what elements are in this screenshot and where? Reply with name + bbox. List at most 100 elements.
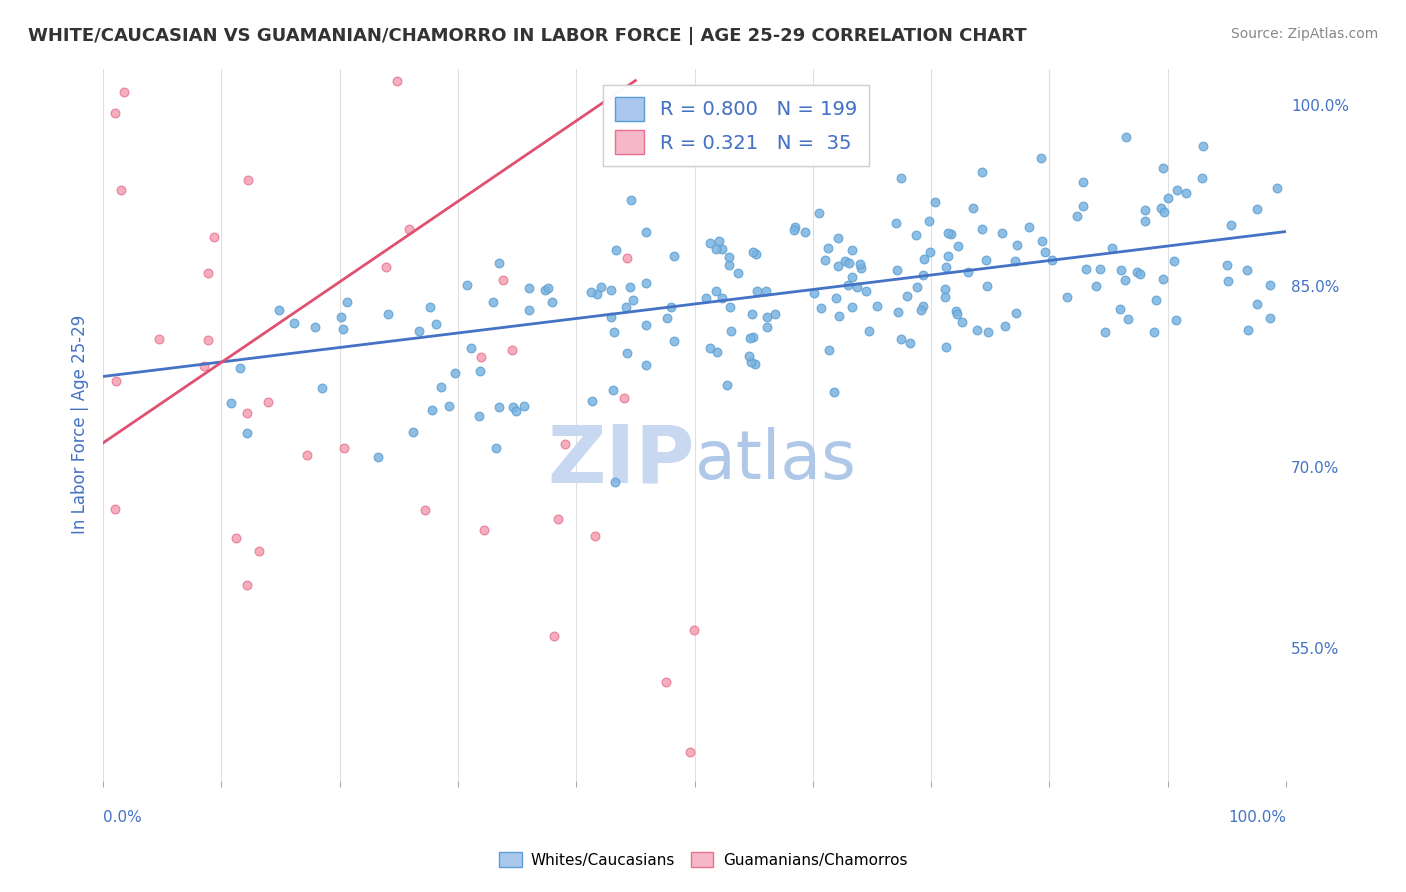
Point [336, 294, 359, 309]
Point [740, 355, 762, 369]
Point [974, 252, 997, 267]
Text: 0.0%: 0.0% [103, 810, 142, 824]
Point [425, 317, 447, 331]
Point [785, 219, 807, 234]
Point [934, 290, 956, 304]
Point [541, 294, 564, 309]
Point [634, 358, 657, 372]
Point [1101, 241, 1123, 255]
Point [219, 396, 242, 410]
Point [886, 262, 908, 277]
Point [502, 401, 524, 415]
Point [1246, 297, 1268, 311]
Point [682, 623, 704, 637]
Point [744, 358, 766, 372]
Point [1094, 326, 1116, 340]
Point [745, 246, 768, 260]
Point [470, 350, 492, 364]
Point [936, 249, 959, 263]
Point [333, 442, 356, 456]
Point [236, 173, 259, 187]
Point [841, 301, 863, 315]
Text: atlas: atlas [695, 427, 855, 493]
Point [1029, 151, 1052, 165]
Point [311, 381, 333, 395]
Point [1191, 170, 1213, 185]
Point [332, 321, 354, 335]
Point [704, 284, 727, 298]
Point [456, 277, 478, 292]
Point [460, 342, 482, 356]
Point [1115, 130, 1137, 145]
Point [699, 341, 721, 355]
Point [616, 252, 638, 266]
Point [1142, 326, 1164, 340]
Point [1144, 293, 1167, 307]
Point [517, 302, 540, 317]
Text: WHITE/CAUCASIAN VS GUAMANIAN/CHAMORRO IN LABOR FORCE | AGE 25-29 CORRELATION CHA: WHITE/CAUCASIAN VS GUAMANIAN/CHAMORRO IN… [28, 27, 1026, 45]
Point [679, 745, 702, 759]
Point [976, 278, 998, 293]
Point [756, 319, 779, 334]
Point [488, 401, 510, 415]
Point [437, 399, 460, 413]
Point [817, 241, 839, 255]
Point [945, 307, 967, 321]
Point [939, 227, 962, 241]
Point [935, 340, 957, 354]
Point [924, 195, 946, 210]
Text: ZIP: ZIP [547, 421, 695, 500]
Point [603, 475, 626, 489]
Point [890, 332, 912, 346]
Point [634, 276, 657, 290]
Point [718, 300, 741, 314]
Point [763, 307, 786, 321]
Point [148, 332, 170, 346]
Point [468, 363, 491, 377]
Point [695, 291, 717, 305]
Point [488, 256, 510, 270]
Point [430, 380, 453, 394]
Point [898, 335, 921, 350]
Point [742, 244, 765, 259]
Point [605, 243, 627, 257]
Point [501, 343, 523, 357]
Point [911, 299, 934, 313]
Point [581, 394, 603, 409]
Point [918, 213, 941, 227]
Point [257, 394, 280, 409]
Point [1109, 263, 1132, 277]
Point [613, 391, 636, 405]
Point [912, 268, 935, 282]
Point [707, 234, 730, 248]
Point [910, 302, 932, 317]
Point [1040, 253, 1063, 268]
Point [485, 442, 508, 456]
Point [1085, 279, 1108, 293]
Point [600, 283, 623, 297]
Point [513, 400, 536, 414]
Point [950, 315, 973, 329]
Point [741, 307, 763, 321]
Text: Source: ZipAtlas.com: Source: ZipAtlas.com [1230, 27, 1378, 41]
Point [402, 425, 425, 439]
Point [741, 330, 763, 344]
Point [823, 384, 845, 399]
Point [468, 409, 491, 423]
Point [229, 360, 252, 375]
Point [543, 629, 565, 643]
Point [834, 254, 856, 268]
Legend: Whites/Caucasians, Guamanians/Chamorros: Whites/Caucasians, Guamanians/Chamorros [491, 844, 915, 875]
Point [634, 225, 657, 239]
Point [1056, 290, 1078, 304]
Point [1166, 183, 1188, 197]
Point [814, 252, 837, 267]
Point [104, 106, 127, 120]
Point [408, 324, 430, 338]
Point [1152, 271, 1174, 285]
Point [554, 437, 576, 451]
Point [946, 239, 969, 253]
Point [855, 284, 877, 298]
Point [1114, 273, 1136, 287]
Point [827, 230, 849, 244]
